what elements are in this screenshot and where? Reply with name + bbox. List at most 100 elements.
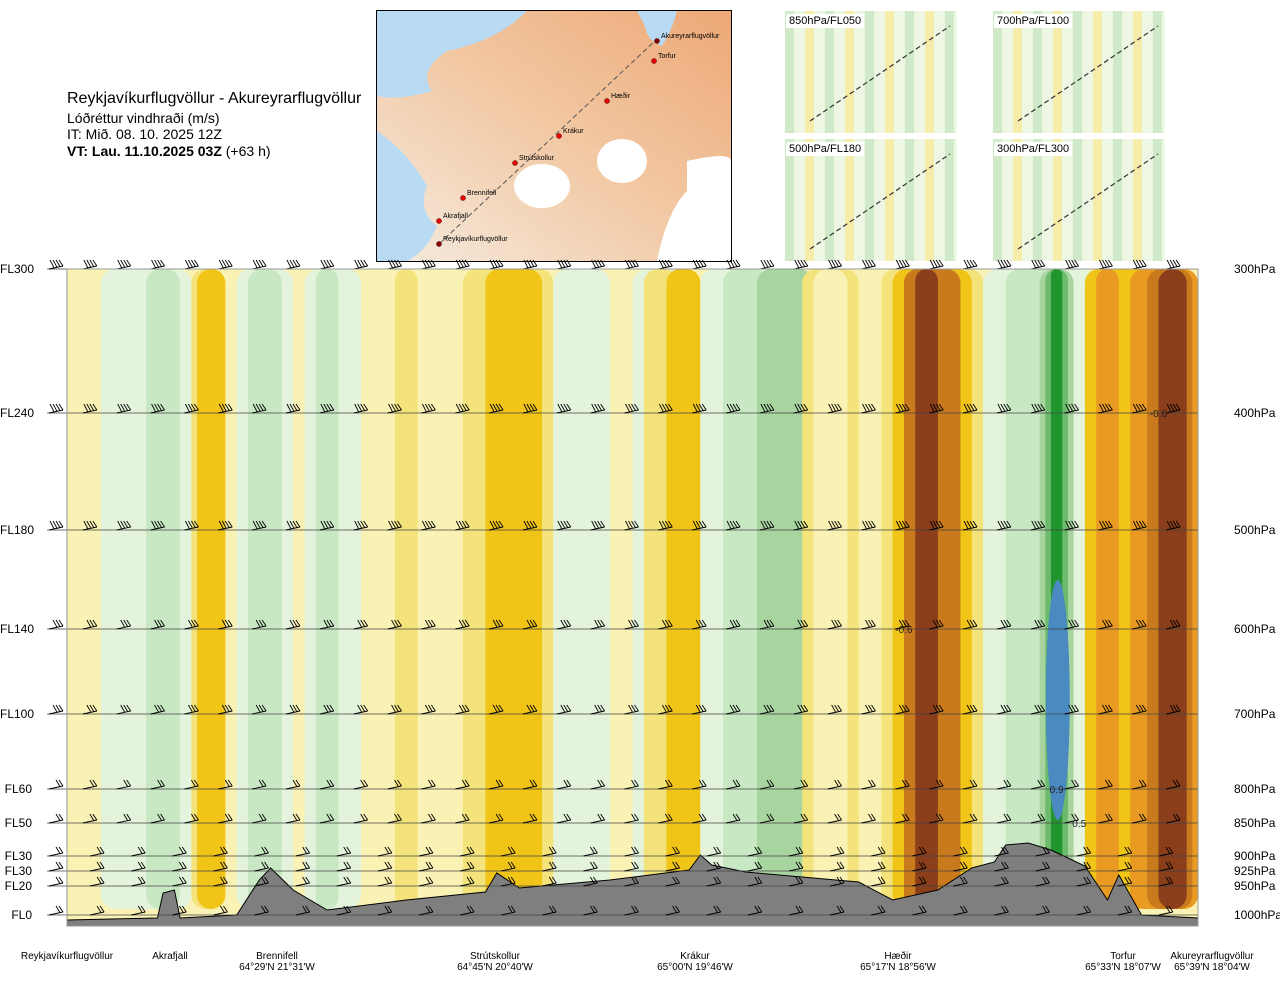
- wind-barb-staff: [459, 867, 475, 872]
- wind-barb-500-5: [218, 520, 233, 531]
- wind-barb-flag: [769, 520, 775, 528]
- wind-barb-staff: [793, 785, 808, 790]
- wind-barb-1000-20: [871, 905, 886, 916]
- wind-barb-staff: [929, 819, 944, 824]
- wind-barb-500-4: [184, 520, 199, 531]
- wind-barb-flag: [1172, 704, 1178, 712]
- wind-barb-flag: [363, 259, 369, 267]
- wind-barb-flag: [55, 619, 61, 627]
- wind-barb-flag: [495, 259, 501, 267]
- wind-barb-flag: [1124, 876, 1130, 884]
- wind-barb-flag: [1165, 905, 1171, 913]
- wind-barb-flag: [1172, 813, 1178, 821]
- wind-barb-staff: [48, 265, 64, 270]
- wind-barb-flag: [898, 619, 904, 628]
- wind-barb-500-15: [556, 520, 572, 531]
- wind-barb-flag: [461, 259, 467, 267]
- wind-barb-flag: [600, 813, 606, 821]
- wind-barb-flag: [261, 779, 267, 787]
- wind-barb-staff: [996, 625, 1011, 630]
- wind-barb-flag: [492, 403, 498, 412]
- wind-barb-staff: [624, 819, 639, 824]
- wind-barb-800-27: [962, 779, 978, 790]
- wind-barb-flag: [1127, 905, 1133, 913]
- wind-barb-950-27: [1158, 876, 1174, 887]
- wind-barb-staff: [254, 867, 269, 872]
- wind-barb-flag: [1138, 259, 1144, 267]
- wind-barb-flag: [507, 905, 513, 913]
- wind-barb-flag: [394, 619, 399, 627]
- wind-barb-flag: [326, 403, 332, 411]
- wind-barb-staff: [556, 625, 571, 630]
- wind-barb-flag: [877, 861, 883, 869]
- wind-barb-400-31: [1098, 403, 1113, 414]
- wind-barb-flag: [557, 259, 563, 269]
- wind-barb-flag: [58, 619, 64, 627]
- station-4: Krákur 65°00'N 19°46'W: [635, 951, 755, 973]
- wind-barb-300-6: [252, 259, 267, 270]
- station-7: Akureyrarflugvöllur 65°39'N 18°04'W: [1152, 951, 1272, 973]
- wind-barb-flag: [427, 520, 433, 528]
- wind-barb-950-24: [1035, 876, 1050, 887]
- wind-barb-staff: [48, 710, 64, 715]
- wind-barb-flag: [258, 520, 264, 528]
- wind-barb-flag: [1065, 403, 1070, 413]
- wind-barb-staff: [759, 710, 775, 715]
- wind-barb-flag: [492, 619, 498, 628]
- wind-barb-flag: [901, 403, 907, 411]
- wind-barb-flag: [424, 704, 430, 713]
- wind-barb-flag: [498, 259, 504, 267]
- wind-barb-staff: [1132, 819, 1147, 824]
- wind-barb-flag: [566, 619, 572, 627]
- wind-barb-flag: [185, 259, 190, 269]
- wind-barb-flag: [1040, 704, 1046, 712]
- map-waypoint-label-6: Akrafjall: [443, 213, 468, 220]
- wind-barb-flag: [264, 846, 269, 854]
- wind-barb-flag: [1086, 905, 1092, 913]
- wind-barb-staff: [624, 625, 639, 630]
- wind-barb-flag: [425, 846, 431, 854]
- wind-barb-staff: [319, 785, 334, 790]
- wind-barb-staff: [1030, 409, 1045, 414]
- wind-barb-staff: [725, 785, 741, 790]
- wind-barb-staff: [929, 625, 944, 630]
- thumb-stripe: [1053, 139, 1062, 261]
- wind-barb-flag: [469, 876, 475, 884]
- wind-barb-flag: [218, 259, 224, 269]
- fl-label-10: FL0: [11, 908, 32, 922]
- wind-barb-950-2: [131, 876, 146, 887]
- wind-barb-flag: [836, 905, 842, 913]
- wind-barb-flag: [1037, 259, 1043, 267]
- thumb-svg: [785, 11, 957, 133]
- wind-barb-850-16: [590, 813, 606, 824]
- wind-barb-staff: [336, 911, 351, 916]
- wind-barb-700-19: [692, 704, 707, 715]
- wind-barb-flag: [261, 619, 267, 627]
- wind-barb-flag: [227, 520, 233, 528]
- wind-barb-700-33: [1166, 704, 1181, 715]
- wind-barb-flag: [938, 520, 944, 528]
- wind-barb-flag: [1108, 403, 1113, 411]
- wind-barb-1000-1: [90, 905, 105, 916]
- wind-barb-staff: [788, 882, 804, 887]
- wind-barb-flag: [529, 259, 535, 267]
- wind-barb-staff: [1132, 526, 1147, 531]
- wind-barb-flag: [862, 259, 867, 269]
- wind-barb-staff: [82, 785, 97, 790]
- wind-barb-flag: [1175, 813, 1181, 821]
- wind-barb-flag: [526, 520, 532, 529]
- wind-barb-850-25: [895, 813, 910, 824]
- station-coords: 64°45'N 20°40'W: [457, 962, 533, 973]
- wind-barb-300-33: [1166, 259, 1181, 270]
- station-2: Brennifell 64°29'N 21°31'W: [217, 951, 337, 973]
- wind-barb-flag: [763, 259, 769, 268]
- wind-barb-950-21: [912, 876, 927, 887]
- wind-barb-flag: [221, 403, 227, 412]
- wind-barb-flag: [255, 403, 261, 412]
- wind-barb-flag: [397, 619, 402, 627]
- station-coords: 64°29'N 21°31'W: [239, 962, 315, 973]
- wind-barb-flag: [769, 403, 775, 411]
- hpa-label-1: 400hPa: [1234, 406, 1276, 420]
- wind-barb-flag: [763, 403, 769, 412]
- wind-barb-300-30: [1064, 259, 1079, 270]
